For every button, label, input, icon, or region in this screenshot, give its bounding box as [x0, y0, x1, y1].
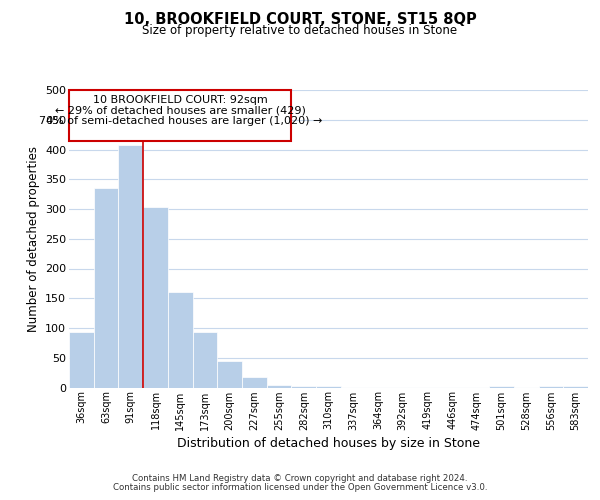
- Bar: [563, 386, 588, 388]
- Bar: [489, 386, 514, 388]
- Text: 10 BROOKFIELD COURT: 92sqm: 10 BROOKFIELD COURT: 92sqm: [93, 96, 268, 106]
- X-axis label: Distribution of detached houses by size in Stone: Distribution of detached houses by size …: [177, 436, 480, 450]
- Text: ← 29% of detached houses are smaller (429): ← 29% of detached houses are smaller (42…: [55, 106, 305, 116]
- FancyBboxPatch shape: [69, 90, 292, 140]
- Bar: [292, 386, 316, 388]
- Text: 10, BROOKFIELD COURT, STONE, ST15 8QP: 10, BROOKFIELD COURT, STONE, ST15 8QP: [124, 12, 476, 28]
- Bar: [118, 144, 143, 388]
- Text: 70% of semi-detached houses are larger (1,020) →: 70% of semi-detached houses are larger (…: [38, 116, 322, 126]
- Text: Contains HM Land Registry data © Crown copyright and database right 2024.: Contains HM Land Registry data © Crown c…: [132, 474, 468, 483]
- Text: Contains public sector information licensed under the Open Government Licence v3: Contains public sector information licen…: [113, 482, 487, 492]
- Text: Size of property relative to detached houses in Stone: Size of property relative to detached ho…: [142, 24, 458, 37]
- Bar: [539, 386, 563, 388]
- Bar: [316, 386, 341, 388]
- Bar: [267, 384, 292, 388]
- Bar: [217, 362, 242, 388]
- Bar: [193, 332, 217, 388]
- Bar: [242, 377, 267, 388]
- Bar: [143, 206, 168, 388]
- Bar: [168, 292, 193, 388]
- Y-axis label: Number of detached properties: Number of detached properties: [26, 146, 40, 332]
- Bar: [94, 188, 118, 388]
- Bar: [69, 332, 94, 388]
